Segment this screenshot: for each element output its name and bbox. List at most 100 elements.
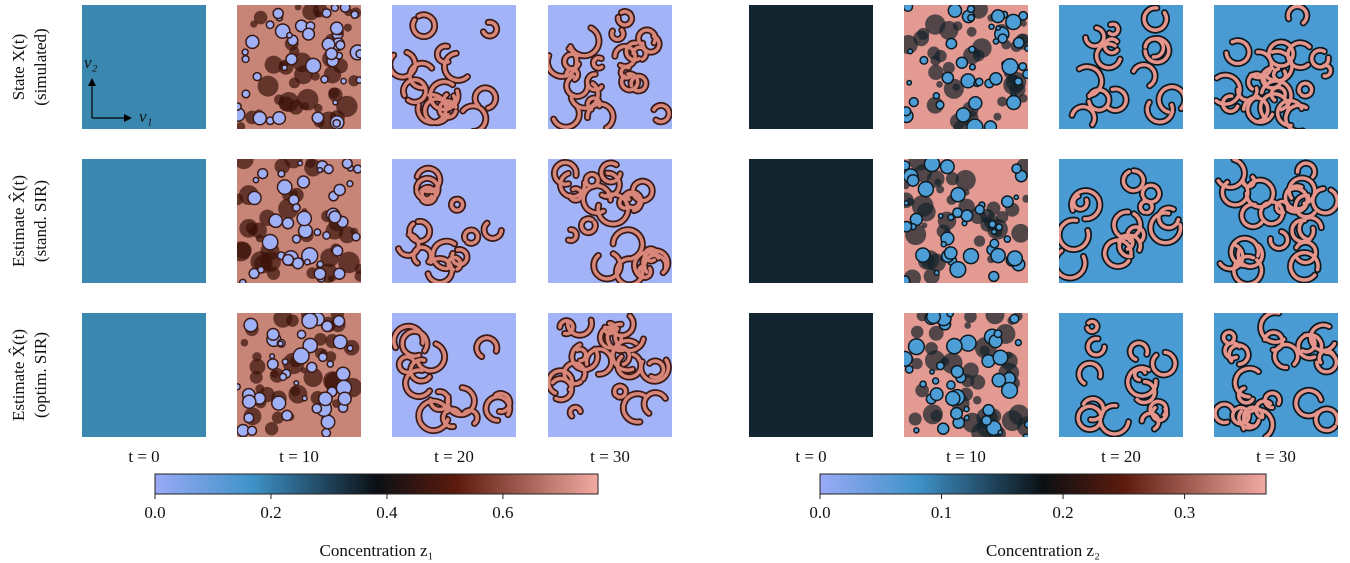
blob (289, 77, 300, 88)
axis-label: v₂ (84, 53, 98, 72)
blob (248, 426, 257, 435)
blob (242, 49, 248, 55)
blob (336, 41, 345, 50)
blob (340, 3, 350, 13)
pattern-image (749, 159, 873, 283)
blob (911, 326, 924, 339)
blob (265, 56, 283, 74)
blob (964, 310, 977, 323)
blob (332, 246, 342, 256)
pattern-image (547, 5, 672, 129)
blob (242, 90, 250, 98)
blob (967, 119, 983, 135)
colorbar (155, 474, 598, 494)
blob (293, 204, 301, 212)
blob (333, 100, 338, 105)
blob (244, 413, 254, 423)
blob (356, 77, 362, 83)
blob (334, 268, 345, 279)
blob (314, 268, 326, 280)
pattern-image (548, 159, 672, 285)
blob (258, 267, 264, 273)
blob (298, 176, 310, 188)
blob (1025, 46, 1030, 51)
pattern-image (1214, 159, 1338, 284)
blob (253, 73, 261, 81)
time-label: t = 0 (128, 447, 159, 466)
pattern-image (749, 5, 873, 129)
blob (1023, 434, 1028, 439)
blob (951, 366, 963, 378)
blob (967, 27, 977, 37)
pattern-image (749, 313, 873, 437)
blob (973, 396, 981, 404)
blob (326, 48, 337, 59)
blob (982, 416, 992, 426)
blob (986, 305, 1005, 324)
blob (250, 20, 257, 27)
blob (907, 81, 911, 85)
blob (298, 161, 303, 166)
pattern-image (548, 313, 672, 437)
blob (246, 35, 259, 48)
blob (969, 97, 982, 110)
blob (321, 76, 328, 83)
blob (1025, 421, 1032, 428)
colorbar (820, 474, 1266, 494)
pattern-image (1059, 313, 1183, 437)
blob (352, 233, 360, 241)
blob (240, 279, 246, 285)
blob (305, 259, 311, 265)
blob (996, 211, 1008, 223)
image-bg (82, 159, 206, 283)
blob (336, 367, 349, 380)
blob (344, 24, 352, 32)
blob (267, 359, 278, 370)
blob (278, 341, 283, 346)
colorbar-label: Concentration z₂ (986, 541, 1100, 560)
blob (301, 102, 309, 110)
blob (909, 412, 922, 425)
blob (354, 165, 362, 173)
blob (947, 339, 962, 354)
blob (314, 229, 320, 235)
blob (938, 423, 949, 434)
blob (936, 81, 943, 88)
blob (991, 248, 1005, 262)
colorbar-tick-label: 0.6 (492, 503, 513, 522)
blob (322, 321, 333, 332)
blob (267, 267, 280, 280)
blob (302, 313, 317, 328)
blob (908, 49, 913, 54)
blob (1008, 251, 1023, 266)
blob (236, 122, 245, 131)
blob (356, 50, 364, 58)
row-label: State X(t) (9, 34, 28, 101)
blob (312, 112, 323, 123)
time-label: t = 10 (279, 447, 319, 466)
pattern-image (897, 305, 1037, 443)
blob (231, 241, 251, 261)
blob (964, 407, 969, 412)
row-label: Estimate X̂(t) (9, 329, 28, 421)
time-label: t = 20 (434, 447, 474, 466)
blob (969, 46, 975, 52)
blob (1019, 63, 1027, 71)
blob (992, 229, 997, 234)
blob (279, 96, 294, 111)
blob (933, 378, 939, 384)
blob (322, 9, 331, 18)
blob (939, 214, 943, 218)
blob (920, 57, 928, 65)
blob (351, 11, 358, 18)
blob (327, 361, 333, 367)
image-bg (749, 313, 873, 437)
blob (1011, 224, 1030, 243)
blob (903, 2, 912, 11)
blob (934, 270, 939, 275)
blob (331, 22, 343, 34)
blob (924, 156, 939, 171)
blob (996, 224, 1002, 230)
time-label: t = 10 (946, 447, 986, 466)
axis-label: v₁ (139, 107, 152, 126)
